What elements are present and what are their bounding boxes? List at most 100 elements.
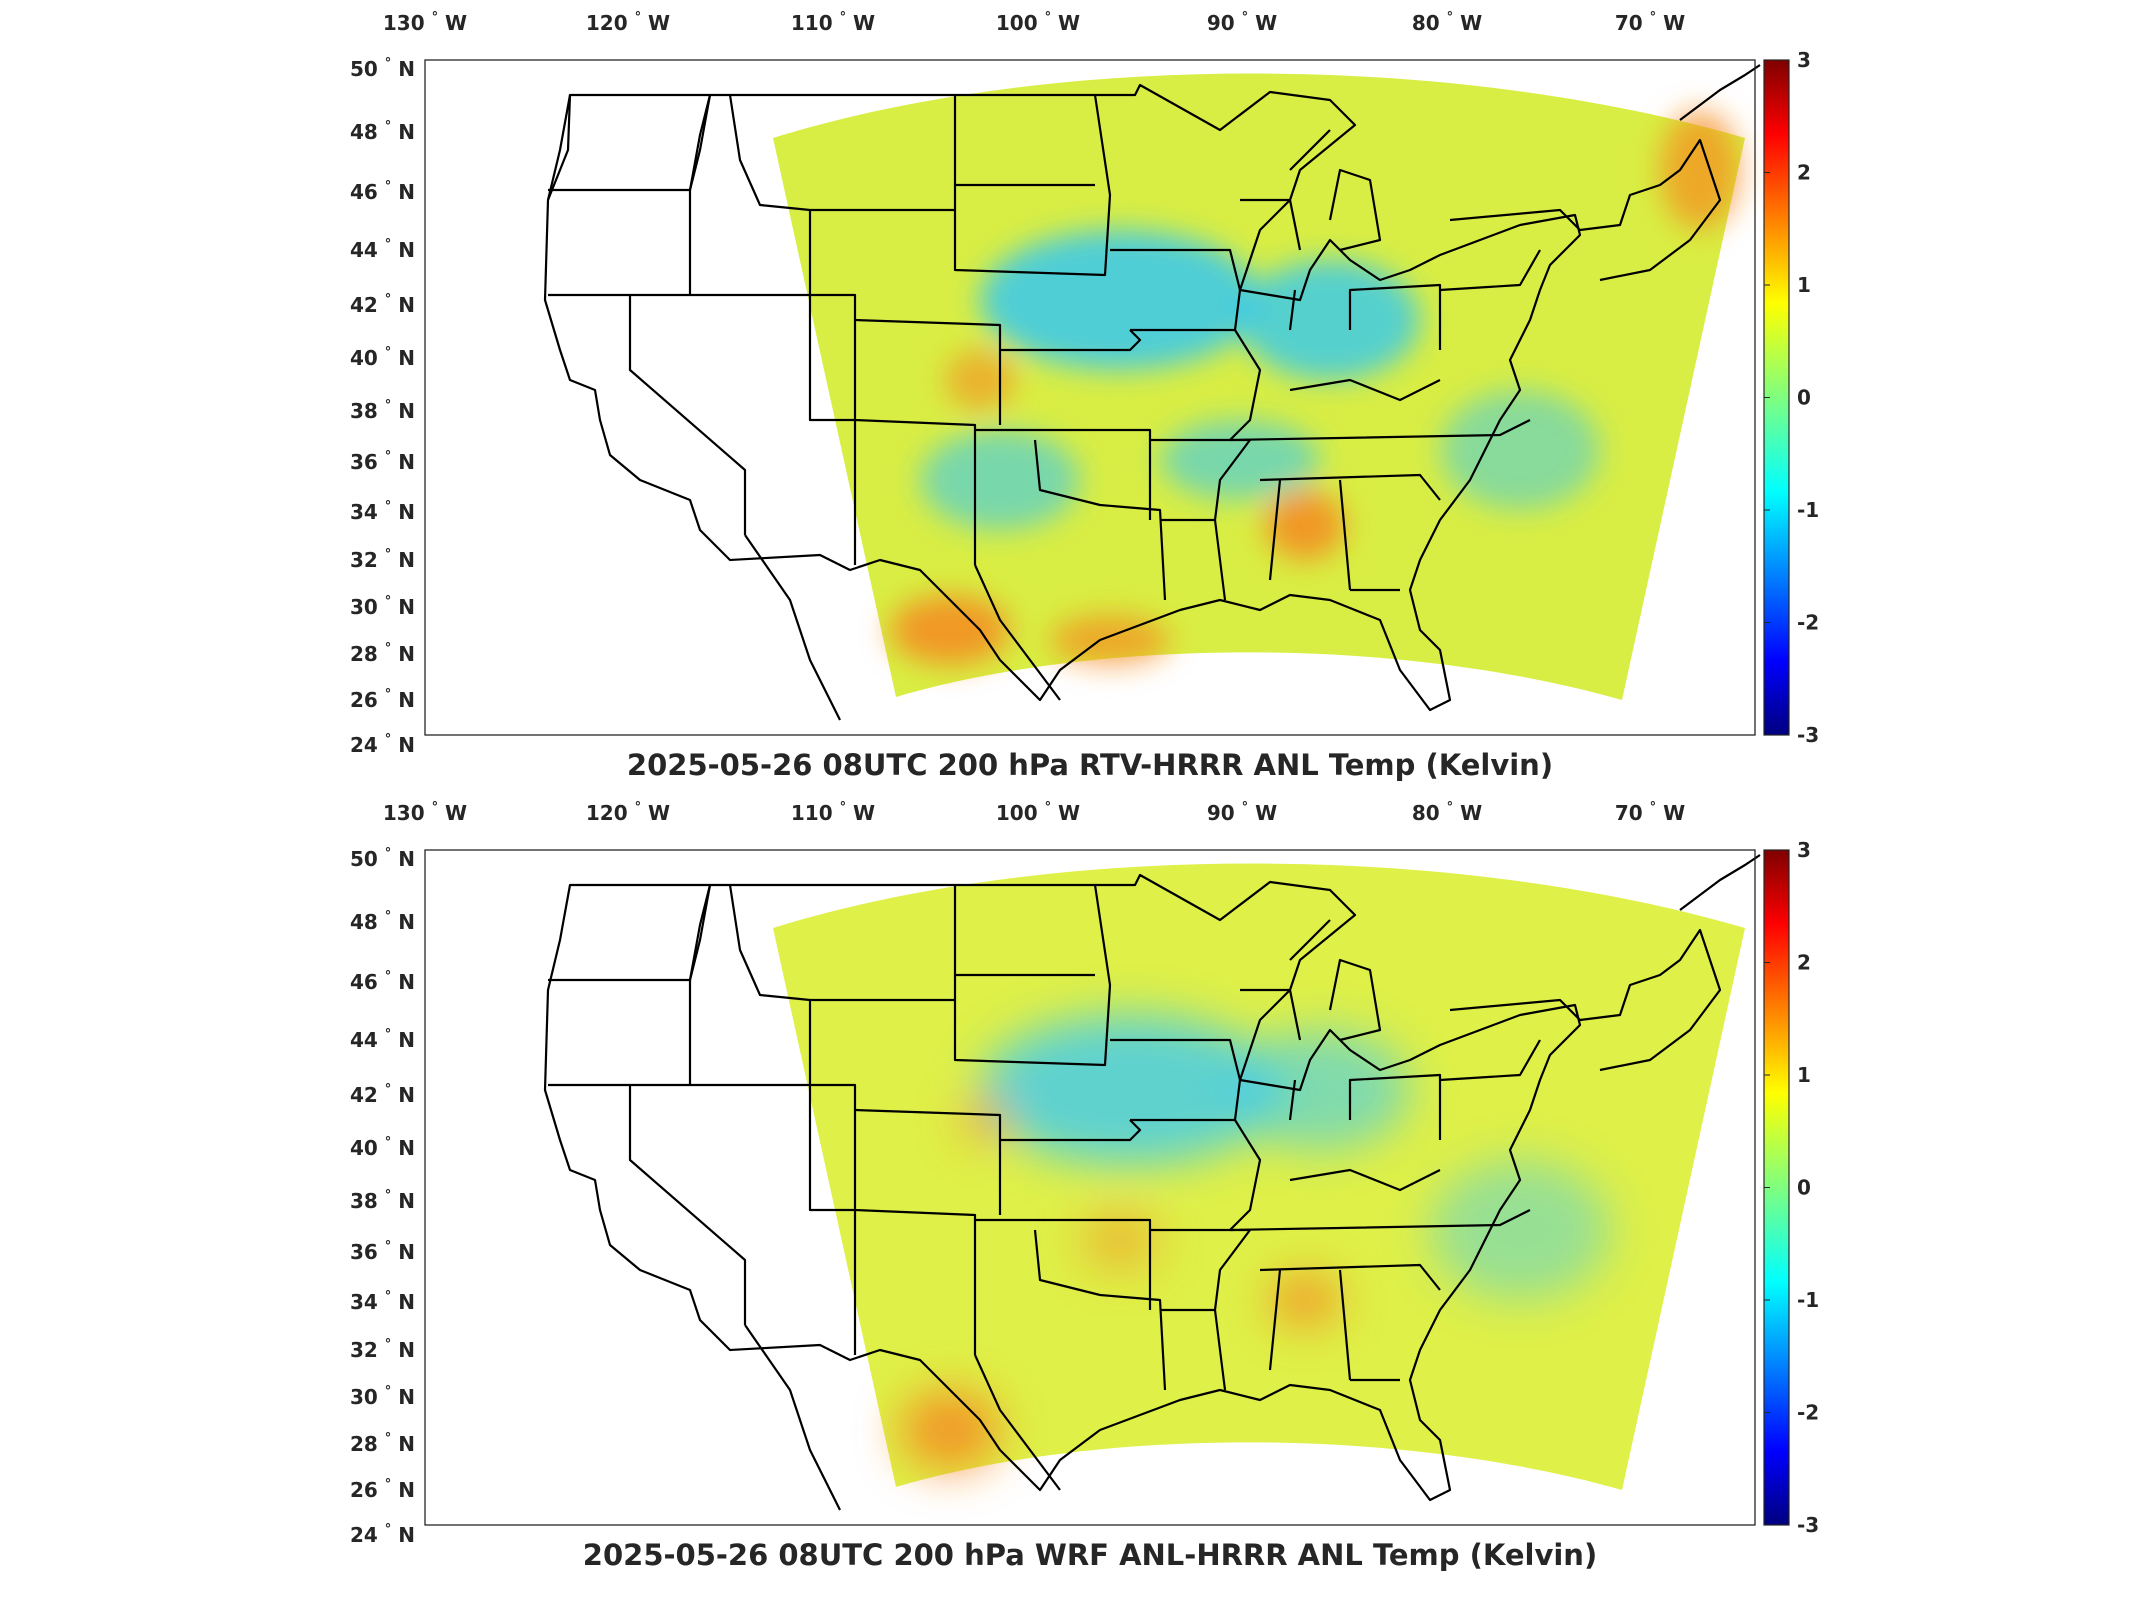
- tn-nc-line: [1229, 419, 1531, 442]
- wa-coast: [546, 94, 572, 201]
- lat-tick-label: 38 ° N: [350, 398, 415, 423]
- ky-line: [1289, 378, 1441, 402]
- baja-coast: [744, 1324, 841, 1511]
- lat-tick-label: 26 ° N: [350, 1477, 415, 1502]
- conus-outline: [543, 83, 1582, 712]
- conus-outline: [543, 873, 1582, 1502]
- lon-tick-label: 130 ° W: [383, 10, 467, 35]
- colorbar-tick-label: 1: [1797, 273, 1811, 297]
- pa-line: [1439, 249, 1541, 292]
- lat-tick-label: 44 ° N: [350, 1027, 415, 1052]
- cool-anomaly-atlantic: [1440, 390, 1600, 510]
- field-anomalies: [900, 1015, 1610, 1470]
- cool-anomaly-ohio: [1230, 1030, 1410, 1150]
- colorbar-tick-labels: 3 2 1 0 -1 -2 -3: [1764, 838, 1819, 1537]
- colorbar-tick-labels: 3 2 1 0 -1 -2 -3: [1764, 48, 1819, 747]
- or-ca-nv-line: [548, 293, 747, 535]
- lon-tick-label: 120 ° W: [586, 10, 670, 35]
- state-boundaries: [543, 64, 1761, 721]
- lon-tick-label: 80 ° W: [1412, 10, 1482, 35]
- warm-anomaly-oklahoma: [1080, 1210, 1160, 1270]
- ms-al-ga-line: [1268, 479, 1400, 592]
- latitude-tick-labels: 50 ° N 48 ° N 46 ° N 44 ° N 42 ° N 40 ° N 38 °…: [350, 846, 415, 1547]
- field-anomalies: [890, 110, 1740, 665]
- ks-ok-line: [975, 428, 1152, 520]
- la-ms-line: [1213, 1309, 1227, 1391]
- canada-coast: [1679, 64, 1761, 121]
- lat-tick-label: 24 ° N: [350, 732, 415, 757]
- warm-anomaly-gulf: [1050, 615, 1170, 665]
- ne-ks-line: [1000, 329, 1142, 352]
- lat-tick-label: 32 ° N: [350, 547, 415, 572]
- lat-tick-label: 40 ° N: [350, 345, 415, 370]
- lon-tick-label: 110 ° W: [791, 10, 875, 35]
- warm-anomaly-texas: [890, 595, 1010, 665]
- nd-sd-ne-line: [953, 884, 1112, 1067]
- lon-tick-label: 120 ° W: [586, 800, 670, 825]
- lat-tick-label: 34 ° N: [350, 499, 415, 524]
- lon-tick-label: 90 ° W: [1207, 10, 1277, 35]
- temperature-difference-field: [773, 73, 1745, 700]
- colorbar-tick-label: 2: [1797, 951, 1811, 975]
- colorbar-tick-label: -3: [1797, 723, 1819, 747]
- warm-anomaly-alabama: [1265, 490, 1345, 560]
- canada-coast: [1679, 854, 1761, 911]
- new-england-line: [1449, 138, 1722, 282]
- cool-anomaly-tennessee: [1160, 420, 1320, 500]
- cool-anomaly-atlantic: [1430, 1160, 1610, 1300]
- lon-tick-label: 70 ° W: [1615, 800, 1685, 825]
- lower-michigan: [1328, 958, 1382, 1042]
- field-swath: [773, 863, 1745, 1490]
- map-title: 2025-05-26 08UTC 200 hPa RTV-HRRR ANL Te…: [626, 748, 1554, 782]
- lon-tick-label: 90 ° W: [1207, 800, 1277, 825]
- warm-anomaly-colorado: [960, 1100, 1010, 1140]
- la-ms-line: [1213, 519, 1227, 601]
- lat-tick-label: 50 ° N: [350, 846, 415, 871]
- colorbar-tick-label: -1: [1797, 1288, 1819, 1312]
- latitude-tick-labels: 50 ° N 48 ° N 46 ° N 44 ° N 42 ° N 40 ° N 38 °…: [350, 56, 415, 757]
- colorbar-tick-label: -1: [1797, 498, 1819, 522]
- colorbar-tick-label: 0: [1797, 1176, 1811, 1200]
- nd-sd-ne-line: [953, 94, 1112, 277]
- nv-ut-az-line: [630, 1083, 857, 1355]
- baja-coast: [744, 534, 841, 721]
- lat-tick-label: 28 ° N: [350, 1431, 415, 1456]
- mexico-gulf-coast: [973, 1354, 1061, 1491]
- colorbar-tick-label: -2: [1797, 611, 1819, 635]
- wy-co-line: [854, 1108, 1002, 1215]
- lat-tick-label: 46 ° N: [350, 969, 415, 994]
- warm-anomaly-alabama: [1270, 1275, 1340, 1325]
- map-axes-box: [424, 59, 1756, 736]
- wa-or-line: [548, 94, 712, 192]
- warm-anomaly-colorado: [945, 350, 1015, 410]
- map-figure: 130 ° W 120 ° W 110 ° W 100 ° W 90 ° W 80 ° W…: [350, 800, 1819, 1547]
- lat-tick-label: 36 ° N: [350, 1239, 415, 1264]
- map-figure: 130 ° W 120 ° W 110 ° W 100 ° W 90 ° W 80 ° W…: [350, 10, 1819, 757]
- warm-anomaly-texas: [900, 1390, 1000, 1470]
- id-mt-line: [728, 884, 812, 1085]
- ar-line: [1150, 438, 1252, 522]
- colorbar-tick-label: 0: [1797, 386, 1811, 410]
- map-panel-rtv-hrrr: 130 ° W 120 ° W 110 ° W 100 ° W 90 ° W 80 ° W…: [350, 10, 1819, 782]
- cool-anomaly-ohio: [1240, 260, 1420, 380]
- longitude-tick-labels: 130 ° W 120 ° W 110 ° W 100 ° W 90 ° W 80 ° W…: [383, 10, 1685, 35]
- lat-tick-label: 24 ° N: [350, 1522, 415, 1547]
- tx-ok-line: [1033, 1229, 1167, 1391]
- longitude-tick-labels: 130 ° W 120 ° W 110 ° W 100 ° W 90 ° W 80 ° W…: [383, 800, 1685, 825]
- lat-tick-label: 34 ° N: [350, 1289, 415, 1314]
- colorbar-tick-label: -3: [1797, 1513, 1819, 1537]
- ut-co-nm-line: [810, 1083, 977, 1355]
- lat-tick-label: 30 ° N: [350, 594, 415, 619]
- lat-tick-label: 44 ° N: [350, 237, 415, 262]
- lon-tick-label: 130 ° W: [383, 800, 467, 825]
- wy-co-line: [854, 318, 1002, 425]
- map-panel-wrf-hrrr: 130 ° W 120 ° W 110 ° W 100 ° W 90 ° W 80 ° W…: [0, 790, 2133, 1590]
- lat-tick-label: 36 ° N: [350, 449, 415, 474]
- new-england-line: [1449, 928, 1722, 1072]
- pa-line: [1439, 1039, 1541, 1082]
- temperature-difference-field: [773, 863, 1745, 1490]
- lat-tick-label: 42 ° N: [350, 292, 415, 317]
- ar-line: [1150, 1228, 1252, 1312]
- map-title: 2025-05-26 08UTC 200 hPa WRF ANL-HRRR AN…: [582, 1538, 1598, 1572]
- colorbar-tick-label: -2: [1797, 1401, 1819, 1425]
